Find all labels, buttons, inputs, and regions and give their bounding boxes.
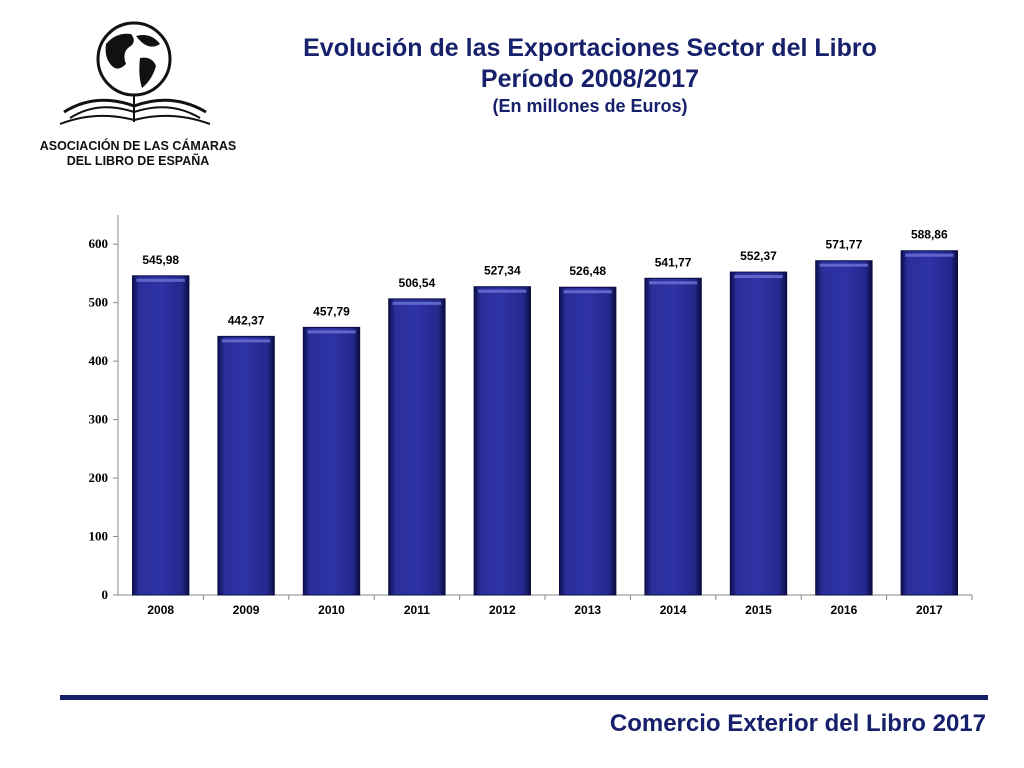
bar-data-label: 442,37 <box>228 313 265 327</box>
footer-text: Comercio Exterior del Libro 2017 <box>609 710 986 737</box>
globe-book-icon <box>59 21 211 125</box>
x-tick-label: 2017 <box>916 603 943 617</box>
x-tick-label: 2015 <box>745 603 772 617</box>
bar-data-label: 571,77 <box>826 238 863 252</box>
y-tick-label: 400 <box>89 353 109 368</box>
bar-data-label: 545,98 <box>142 253 179 267</box>
x-tick-label: 2013 <box>574 603 601 617</box>
org-name-line2: DEL LIBRO DE ESPAÑA <box>66 154 210 168</box>
x-tick-label: 2008 <box>147 603 174 617</box>
bar-highlight <box>905 253 954 257</box>
bar <box>388 298 446 596</box>
footer-divider <box>60 695 988 700</box>
y-tick-label: 100 <box>89 529 109 544</box>
bar-highlight <box>307 330 356 334</box>
bar-data-label: 526,48 <box>569 264 606 278</box>
bar <box>729 271 788 596</box>
bar-highlight <box>392 301 442 305</box>
bar-data-label: 457,79 <box>313 304 350 318</box>
bar <box>815 260 873 596</box>
bar <box>217 335 275 596</box>
x-tick-label: 2011 <box>404 603 430 617</box>
y-tick-label: 300 <box>89 412 109 427</box>
page-subtitle-unit: (En millones de Euros) <box>492 96 688 116</box>
bar-highlight <box>136 278 185 282</box>
bar-highlight <box>221 339 271 343</box>
x-tick-label: 2014 <box>660 603 687 617</box>
bar-data-label: 588,86 <box>911 228 948 242</box>
bar <box>132 275 190 596</box>
bar <box>559 286 617 596</box>
bar-highlight <box>648 281 698 285</box>
org-name-line1: ASOCIACIÓN DE LAS CÁMARAS <box>39 139 237 153</box>
page-subtitle-period: Período 2008/2017 <box>480 65 700 93</box>
bar-data-label: 541,77 <box>655 255 692 269</box>
bar <box>473 286 531 596</box>
bar-highlight <box>734 275 783 279</box>
y-tick-label: 0 <box>102 587 109 602</box>
bar <box>302 326 361 596</box>
x-tick-label: 2012 <box>489 603 516 617</box>
bar-highlight <box>478 289 527 293</box>
bar-data-label: 552,37 <box>740 249 777 263</box>
x-tick-label: 2010 <box>318 603 345 617</box>
bar-highlight <box>563 290 612 294</box>
bar-highlight <box>819 263 869 267</box>
y-tick-label: 200 <box>89 470 109 485</box>
bar-data-label: 527,34 <box>484 264 521 278</box>
bar-data-label: 506,54 <box>399 276 436 290</box>
x-tick-label: 2009 <box>233 603 260 617</box>
x-tick-label: 2016 <box>831 603 858 617</box>
header: Evolución de las Exportaciones Sector de… <box>250 32 930 118</box>
association-logo: ASOCIACIÓN DE LAS CÁMARAS DEL LIBRO DE E… <box>18 14 258 179</box>
y-tick-label: 500 <box>89 295 109 310</box>
bar <box>644 277 702 596</box>
page-title: Evolución de las Exportaciones Sector de… <box>303 34 877 62</box>
bar <box>900 250 958 596</box>
exports-bar-chart: 0 100 200 300 400 500 600 2008 2009 2010 2011 2012 2… <box>89 215 973 617</box>
y-tick-label: 600 <box>89 236 109 251</box>
